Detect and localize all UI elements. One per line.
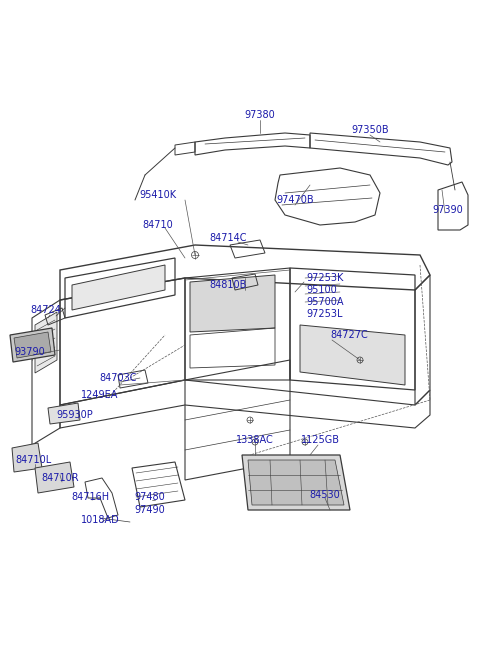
Text: 84810B: 84810B [209,280,247,290]
Text: 84530: 84530 [310,490,340,500]
Polygon shape [248,460,344,505]
Text: 97350B: 97350B [351,125,389,135]
Polygon shape [12,443,42,472]
Text: 84710L: 84710L [15,455,51,465]
Text: 95930P: 95930P [57,410,94,420]
Text: 1249EA: 1249EA [81,390,119,400]
Text: 84710: 84710 [143,220,173,230]
Polygon shape [242,455,350,510]
Polygon shape [300,325,405,385]
Text: 97253L: 97253L [306,309,343,319]
Polygon shape [190,275,275,332]
Text: 84703C: 84703C [99,373,137,383]
Text: 95410K: 95410K [139,190,177,200]
Text: 84727C: 84727C [330,330,368,340]
Polygon shape [48,403,80,424]
Text: 84710R: 84710R [41,473,79,483]
Polygon shape [35,312,57,373]
Text: 97253K: 97253K [306,273,343,283]
Text: 97490: 97490 [134,505,166,515]
Text: 93790: 93790 [14,347,46,357]
Text: 95100: 95100 [306,285,337,295]
Text: 97470B: 97470B [276,195,314,205]
Text: 84714C: 84714C [209,233,247,243]
Text: 97390: 97390 [432,205,463,215]
Text: 84724: 84724 [31,305,61,315]
Polygon shape [14,332,51,358]
Text: 1338AC: 1338AC [236,435,274,445]
Polygon shape [72,265,165,310]
Polygon shape [35,462,74,493]
Polygon shape [10,328,55,362]
Text: 1125GB: 1125GB [300,435,339,445]
Text: 97480: 97480 [134,492,166,502]
Text: 97380: 97380 [245,110,276,120]
Text: 95700A: 95700A [306,297,344,307]
Text: 1018AD: 1018AD [81,515,120,525]
Text: 84716H: 84716H [71,492,109,502]
